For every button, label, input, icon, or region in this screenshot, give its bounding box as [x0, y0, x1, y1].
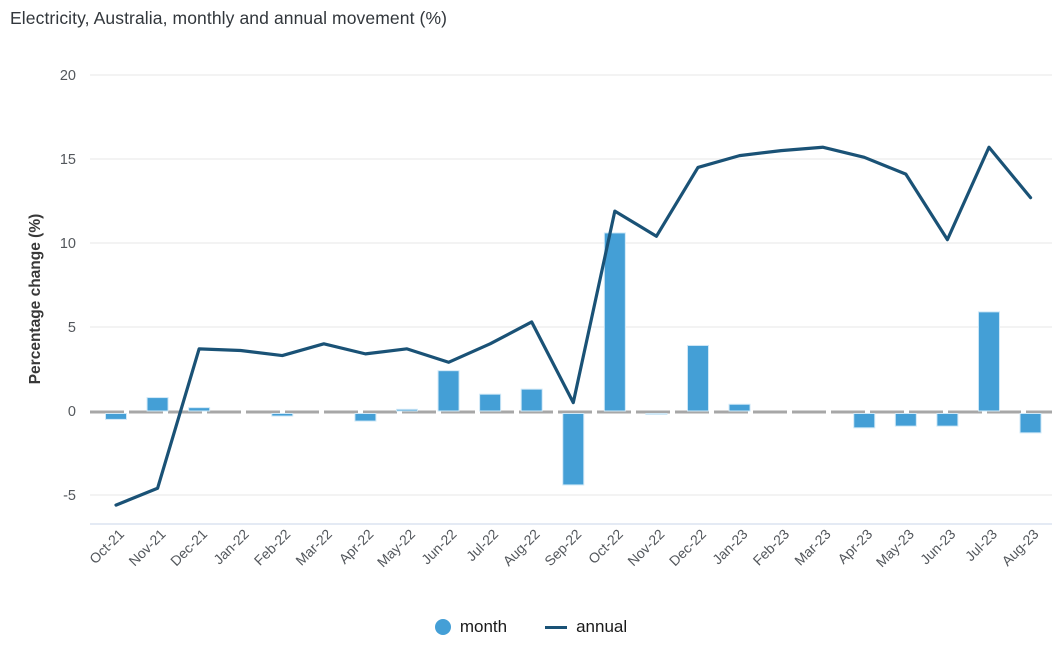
- x-tick-label-Oct-21: Oct-21: [86, 526, 127, 567]
- x-tick-label-Jan-23: Jan-23: [709, 526, 751, 568]
- x-tick-label-Mar-22: Mar-22: [292, 526, 335, 569]
- bar-Oct-22: [603, 232, 626, 412]
- y-tick-label: 20: [60, 68, 76, 84]
- bar-Oct-21: [105, 413, 127, 420]
- x-tick-label-Aug-22: Aug-22: [500, 526, 543, 569]
- y-tick-label: -5: [63, 488, 76, 504]
- annual-series-dash-icon: [545, 625, 568, 629]
- legend-label-month: month: [459, 617, 508, 636]
- x-tick-label-Aug-23: Aug-23: [998, 526, 1041, 569]
- x-tick-label-Dec-21: Dec-21: [167, 526, 210, 569]
- annual-line: [114, 145, 1033, 507]
- bar-Feb-22: [271, 413, 294, 417]
- y-tick-label: 10: [60, 236, 76, 252]
- month-series-circle-icon: [434, 619, 451, 635]
- x-tick-label-Apr-23: Apr-23: [834, 526, 875, 567]
- x-tick-label-Dec-22: Dec-22: [666, 526, 709, 569]
- legend-label-annual: annual: [576, 617, 628, 636]
- chart-legend: month annual: [0, 610, 1062, 644]
- y-tick-label: 15: [60, 152, 76, 168]
- y-tick-label: 0: [68, 404, 76, 420]
- x-tick-label-Feb-23: Feb-23: [750, 526, 793, 569]
- x-tick-label-Mar-23: Mar-23: [791, 526, 834, 569]
- x-tick-label-Jun-23: Jun-23: [917, 526, 959, 568]
- x-tick-label-Oct-22: Oct-22: [585, 526, 626, 567]
- bar-May-22: [395, 408, 418, 412]
- y-tick-label: 5: [68, 320, 76, 336]
- x-tick-label-Jan-22: Jan-22: [210, 526, 252, 568]
- bar-Dec-21: [188, 407, 211, 412]
- chart-title: Electricity, Australia, monthly and annu…: [10, 8, 448, 28]
- bar-Nov-21: [146, 397, 169, 412]
- y-axis-title: Percentage change (%): [27, 214, 44, 385]
- x-tick-label-May-22: May-22: [374, 526, 418, 570]
- x-tick-label-Feb-22: Feb-22: [251, 526, 294, 569]
- x-tick-label-Apr-22: Apr-22: [336, 526, 377, 567]
- bar-Dec-22: [686, 344, 709, 412]
- x-tick-label-Sep-22: Sep-22: [541, 526, 584, 569]
- bar-Apr-23: [853, 413, 876, 429]
- x-tick-label-Jun-22: Jun-22: [418, 526, 460, 568]
- bar-Nov-22: [645, 413, 668, 415]
- x-tick-label-Jul-22: Jul-22: [463, 526, 501, 564]
- bar-May-23: [894, 413, 917, 427]
- x-tick-label-Nov-21: Nov-21: [125, 526, 168, 569]
- bar-Jan-23: [728, 403, 751, 412]
- bar-Jul-23: [977, 311, 1000, 412]
- bar-Jun-23: [936, 413, 959, 427]
- bar-Aug-22: [520, 388, 543, 412]
- x-tick-label-May-23: May-23: [873, 526, 917, 570]
- legend-item-annual[interactable]: annual: [545, 617, 627, 637]
- bar-Sep-22: [562, 413, 585, 486]
- x-tick-label-Nov-22: Nov-22: [624, 526, 667, 569]
- legend-item-month[interactable]: month: [434, 617, 508, 637]
- bar-Jun-22: [437, 370, 460, 412]
- bar-Jul-22: [479, 393, 502, 412]
- x-tick-label-Jul-23: Jul-23: [962, 526, 1000, 564]
- bar-Aug-23: [1019, 413, 1042, 434]
- bar-Apr-22: [354, 413, 377, 422]
